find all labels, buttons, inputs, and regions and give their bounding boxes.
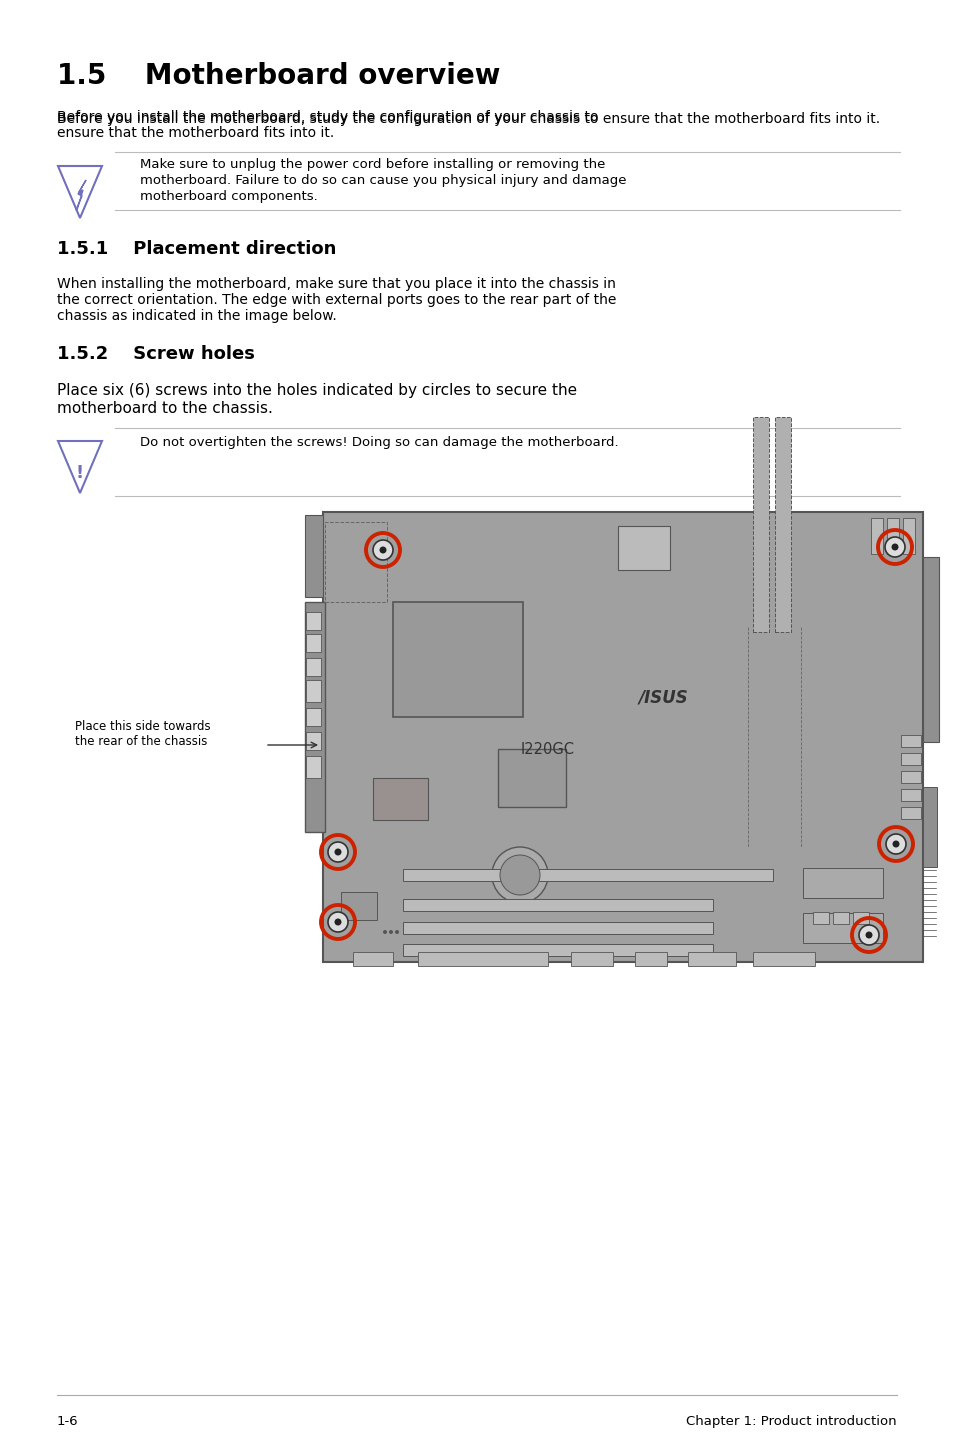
Circle shape: [373, 541, 393, 559]
Bar: [340, 892, 376, 920]
Text: 1.5    Motherboard overview: 1.5 Motherboard overview: [57, 62, 500, 91]
Bar: [802, 869, 882, 897]
Polygon shape: [58, 165, 102, 219]
Circle shape: [492, 847, 547, 903]
Circle shape: [379, 546, 386, 554]
Circle shape: [328, 912, 348, 932]
Bar: [305, 515, 323, 597]
Circle shape: [884, 536, 904, 557]
Circle shape: [389, 930, 393, 935]
Circle shape: [382, 930, 387, 935]
Text: motherboard components.: motherboard components.: [140, 190, 317, 203]
Bar: [923, 787, 936, 867]
Circle shape: [890, 544, 898, 551]
Bar: [373, 778, 428, 820]
Text: !: !: [76, 464, 84, 482]
Bar: [325, 522, 387, 603]
Bar: [618, 526, 669, 569]
Bar: [752, 417, 768, 631]
Bar: [900, 789, 920, 801]
Text: 1.5.2    Screw holes: 1.5.2 Screw holes: [57, 345, 254, 362]
Bar: [306, 732, 320, 751]
Polygon shape: [58, 441, 102, 493]
Text: Place this side towards
the rear of the chassis: Place this side towards the rear of the …: [75, 720, 211, 748]
Bar: [886, 518, 898, 554]
Bar: [832, 912, 848, 925]
Bar: [900, 735, 920, 746]
Bar: [306, 613, 320, 630]
Circle shape: [885, 834, 905, 854]
Bar: [306, 680, 320, 702]
Text: Before you install the motherboard, study the configuration of your chassis to: Before you install the motherboard, stud…: [57, 109, 598, 124]
Bar: [900, 807, 920, 820]
Text: ensure that the motherboard fits into it.: ensure that the motherboard fits into it…: [57, 127, 334, 139]
Bar: [902, 518, 914, 554]
Bar: [752, 952, 814, 966]
Bar: [417, 952, 547, 966]
Circle shape: [858, 925, 878, 945]
Text: Do not overtighten the screws! Doing so can damage the motherboard.: Do not overtighten the screws! Doing so …: [140, 436, 618, 449]
Text: motherboard. Failure to do so can cause you physical injury and damage: motherboard. Failure to do so can cause …: [140, 174, 626, 187]
Bar: [402, 899, 712, 912]
Bar: [306, 756, 320, 778]
Bar: [571, 952, 613, 966]
Circle shape: [328, 843, 348, 861]
Bar: [802, 913, 882, 943]
Text: Chapter 1: Product introduction: Chapter 1: Product introduction: [685, 1415, 896, 1428]
Text: When installing the motherboard, make sure that you place it into the chassis in: When installing the motherboard, make su…: [57, 278, 616, 290]
Bar: [306, 659, 320, 676]
Circle shape: [892, 840, 899, 847]
Bar: [635, 952, 666, 966]
Circle shape: [499, 856, 539, 894]
Bar: [687, 952, 735, 966]
Bar: [900, 754, 920, 765]
Bar: [306, 707, 320, 726]
Bar: [923, 557, 938, 742]
Text: Before you install the motherboard, study the configuration of your chassis to e: Before you install the motherboard, stud…: [57, 112, 880, 127]
Text: I220GC: I220GC: [520, 742, 575, 758]
Text: the correct orientation. The edge with external ports goes to the rear part of t: the correct orientation. The edge with e…: [57, 293, 616, 306]
Bar: [900, 771, 920, 784]
Text: chassis as indicated in the image below.: chassis as indicated in the image below.: [57, 309, 336, 324]
Bar: [305, 603, 325, 833]
Bar: [393, 603, 522, 718]
Text: /ISUS: /ISUS: [638, 687, 687, 706]
Text: 1.5.1    Placement direction: 1.5.1 Placement direction: [57, 240, 336, 257]
Circle shape: [864, 932, 872, 939]
Bar: [323, 512, 923, 962]
Bar: [402, 869, 772, 881]
Bar: [353, 952, 393, 966]
Bar: [497, 749, 565, 807]
Circle shape: [395, 930, 398, 935]
Text: 1-6: 1-6: [57, 1415, 78, 1428]
Bar: [852, 912, 868, 925]
Polygon shape: [76, 180, 86, 210]
Bar: [402, 922, 712, 935]
Bar: [402, 943, 712, 956]
Circle shape: [335, 848, 341, 856]
Text: Place six (6) screws into the holes indicated by circles to secure the: Place six (6) screws into the holes indi…: [57, 383, 577, 398]
Text: motherboard to the chassis.: motherboard to the chassis.: [57, 401, 273, 416]
Bar: [812, 912, 828, 925]
Bar: [774, 417, 790, 631]
Bar: [870, 518, 882, 554]
Text: Make sure to unplug the power cord before installing or removing the: Make sure to unplug the power cord befor…: [140, 158, 605, 171]
Bar: [306, 634, 320, 651]
Circle shape: [335, 919, 341, 926]
